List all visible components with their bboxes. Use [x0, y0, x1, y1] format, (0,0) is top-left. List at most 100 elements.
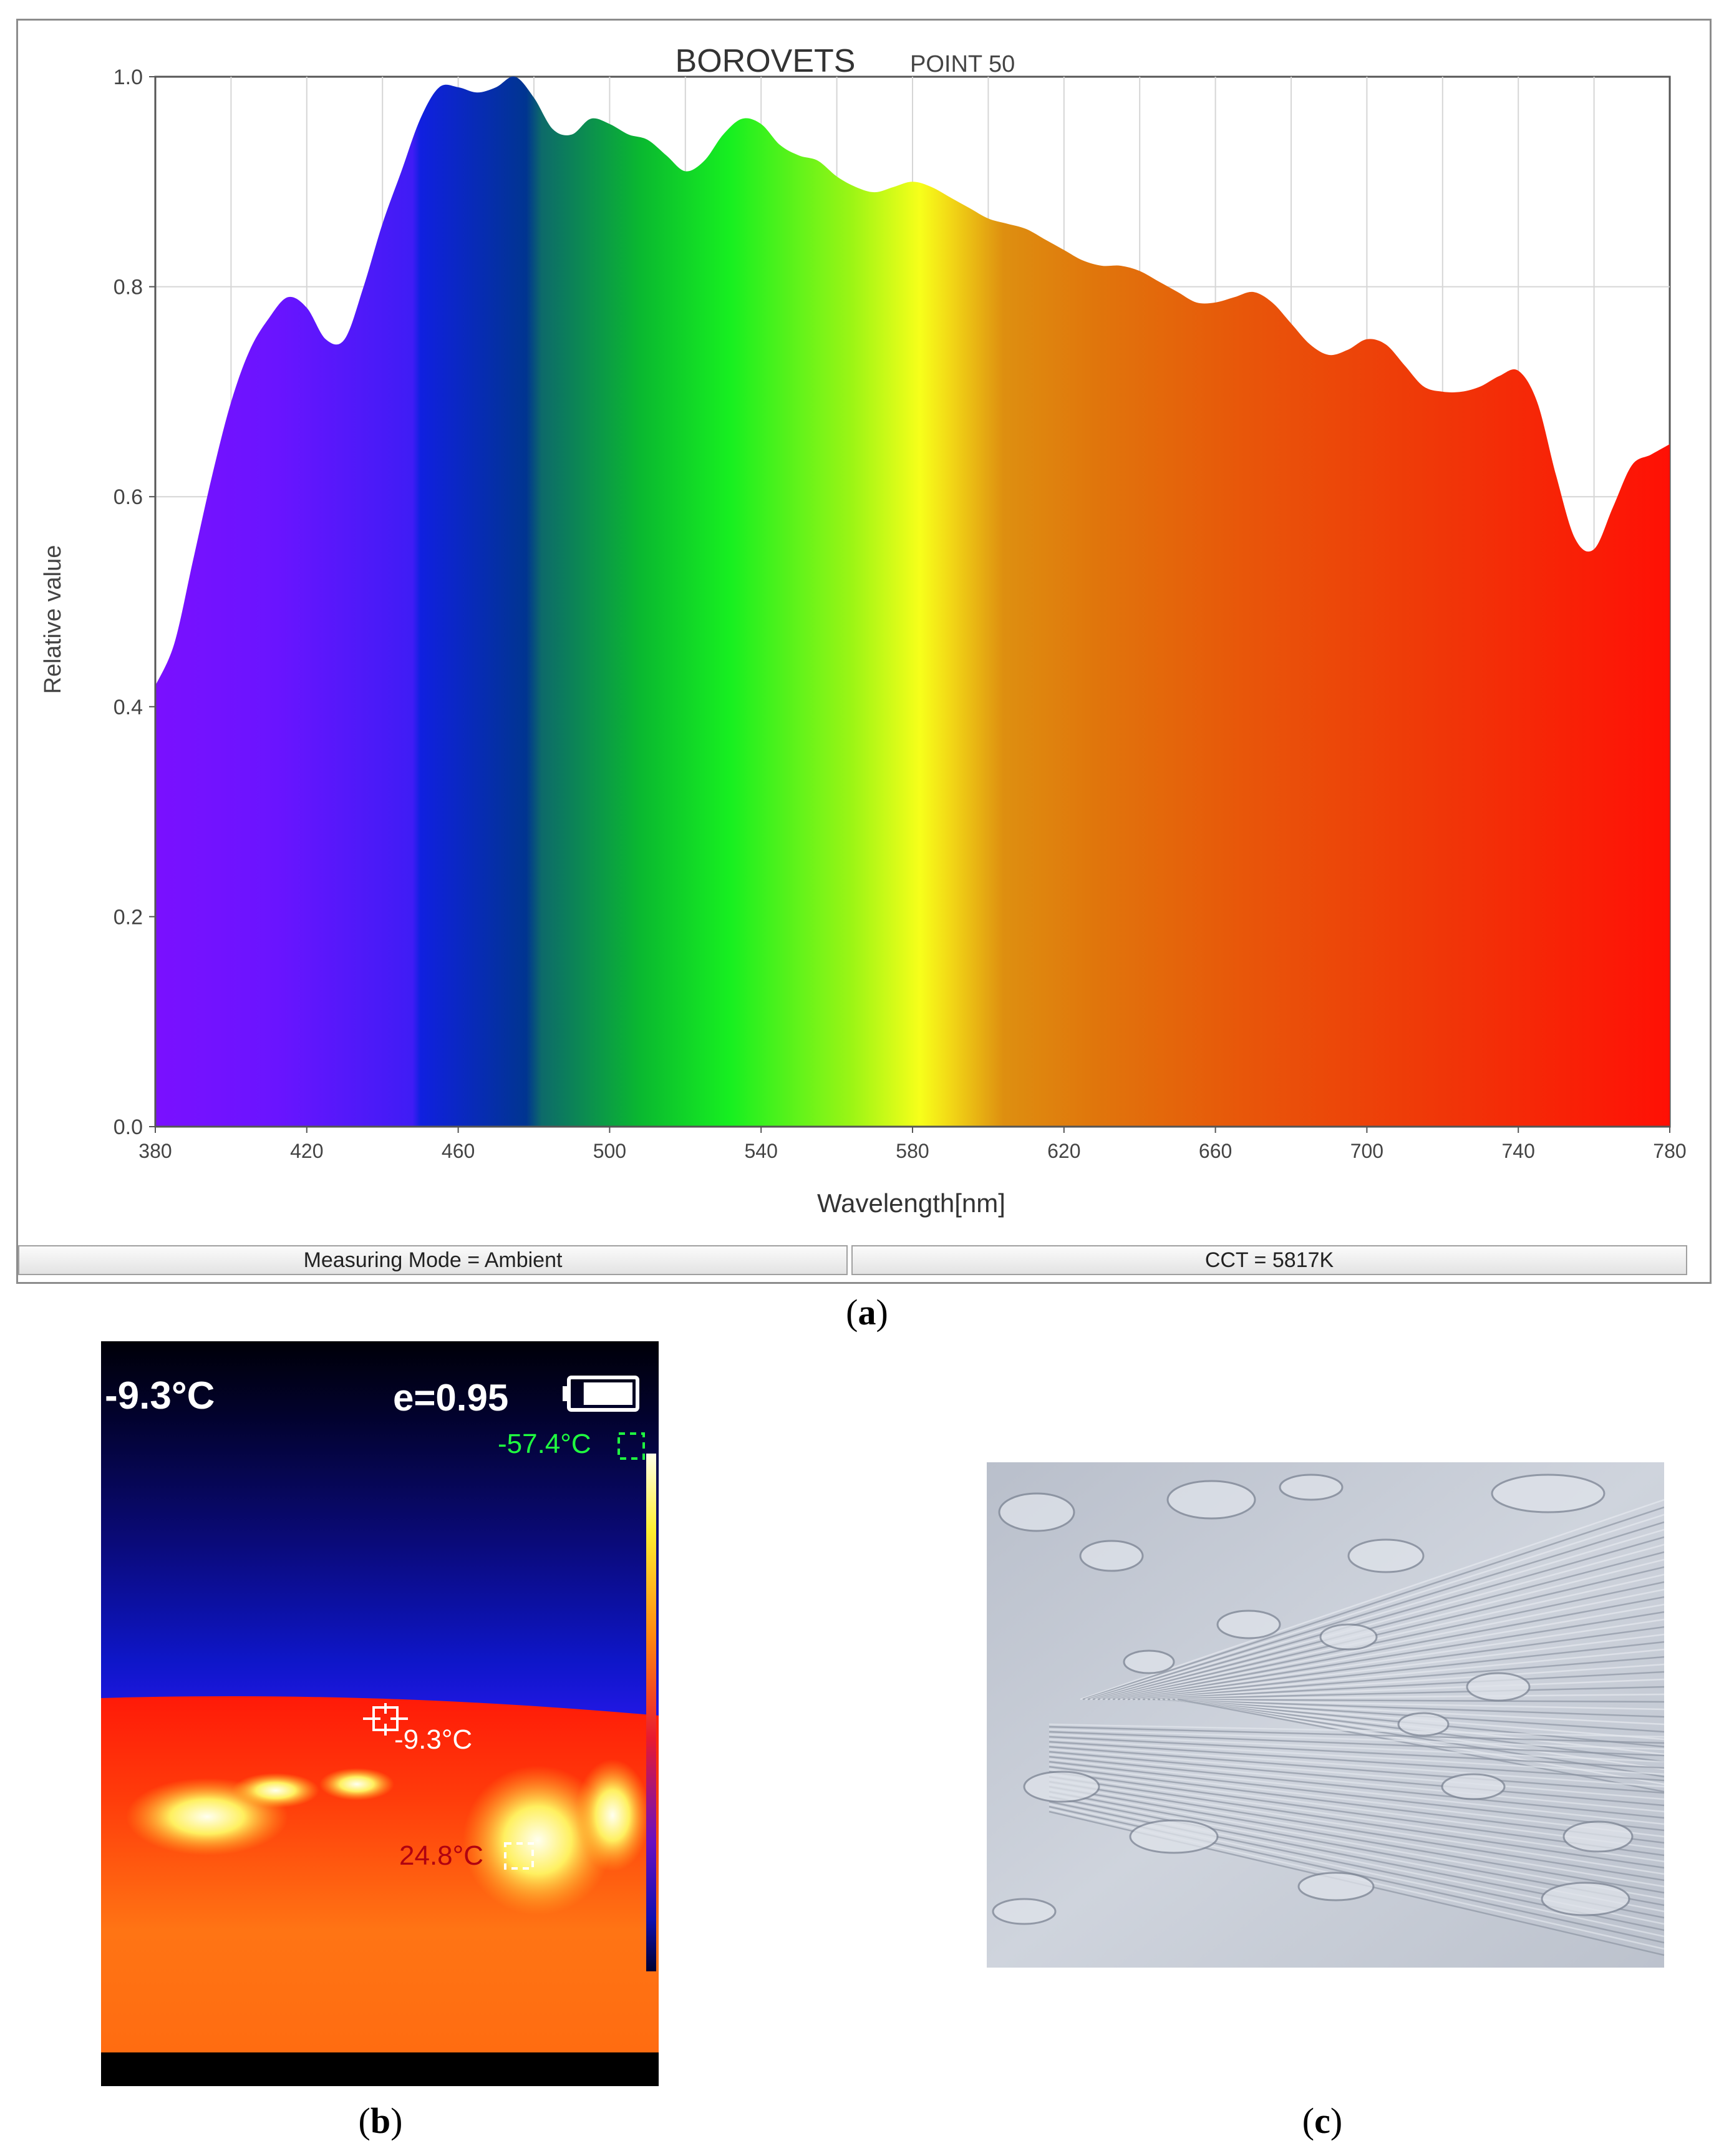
- spectrum-chart: 380 420 460 500 540 580 620 660 700 740 780 0.0 0.2 0…: [40, 43, 1687, 1218]
- ski-groove: [1049, 1775, 1664, 1869]
- ski-groove: [1102, 1566, 1664, 1701]
- hot-spot-edge: [575, 1759, 650, 1872]
- ski-groove: [1049, 1780, 1664, 1882]
- ski-groove: [1122, 1626, 1664, 1701]
- crosshair-icon: [363, 1703, 408, 1736]
- ski-groove: [1092, 1536, 1664, 1701]
- ski-groove: [1145, 1693, 1664, 1701]
- center-temp-readout: -9.3°C: [394, 1724, 473, 1755]
- ski-groove: [1085, 1513, 1664, 1701]
- snow-clump: [1297, 1872, 1375, 1901]
- snow-clump: [1347, 1538, 1425, 1573]
- x-tick-label: 780: [1653, 1140, 1686, 1162]
- chart-subtitle: POINT 50: [910, 51, 1015, 77]
- ski-groove: [1049, 1755, 1664, 1819]
- ski-groove: [1049, 1760, 1664, 1832]
- ski-groove: [1049, 1753, 1664, 1813]
- x-tick-label: 580: [896, 1140, 929, 1162]
- y-tick-label: 0.6: [114, 485, 143, 509]
- snow-clump: [1541, 1882, 1630, 1916]
- ski-groove: [1049, 1743, 1664, 1788]
- x-tick-label: 740: [1502, 1140, 1535, 1162]
- min-temp-readout: -57.4°C: [498, 1429, 591, 1459]
- x-tick-label: 380: [138, 1140, 172, 1162]
- ski-groove: [1049, 1748, 1664, 1800]
- ski-groove: [1049, 1763, 1664, 1838]
- ski-groove: [1110, 1588, 1664, 1701]
- caption-b: (b): [358, 2100, 403, 2141]
- ski-groove: [1095, 1543, 1664, 1701]
- ski-groove: [1049, 1733, 1664, 1763]
- emissivity-readout: e=0.95: [393, 1377, 509, 1419]
- ski-groove: [1049, 1736, 1664, 1769]
- snow-clump: [1279, 1474, 1344, 1501]
- x-axis-label: Wavelength[nm]: [817, 1188, 1005, 1218]
- ski-groove: [1125, 1633, 1664, 1701]
- ski-groove: [1049, 1738, 1664, 1775]
- snow-clump: [1123, 1649, 1175, 1674]
- ski-groove: [1140, 1678, 1664, 1701]
- spectrum-area-layer: [155, 76, 1670, 1127]
- caption-b-letter: b: [370, 2100, 391, 2141]
- ski-groove: [1137, 1671, 1664, 1701]
- ski-groove: [1049, 1728, 1664, 1751]
- snow-clump: [1216, 1610, 1281, 1639]
- status-cct: CCT = 5817K: [851, 1245, 1687, 1275]
- hot-spot-right: [463, 1765, 613, 1915]
- hot-spot-center: [319, 1768, 394, 1800]
- bottom-bar: [101, 2052, 659, 2086]
- snow-clump: [1562, 1820, 1634, 1853]
- ski-groove: [1049, 1741, 1664, 1782]
- y-tick-label: 0.8: [114, 276, 143, 299]
- battery-tip: [563, 1386, 569, 1401]
- ski-groove: [1115, 1603, 1664, 1701]
- ski-groove: [1120, 1618, 1664, 1701]
- snow-clump: [1166, 1480, 1256, 1520]
- caption-c-letter: c: [1314, 2100, 1330, 2141]
- snow-clump: [1129, 1819, 1219, 1854]
- snow-clump: [998, 1492, 1075, 1532]
- spectrum-area: [155, 76, 1670, 1127]
- x-tick-label: 700: [1350, 1140, 1383, 1162]
- ski-groove: [1049, 1765, 1664, 1844]
- y-tick-label: 0.4: [114, 696, 143, 719]
- snow-texture: [987, 1462, 1664, 1968]
- snow-clump: [1079, 1540, 1144, 1572]
- snow-clumps: [992, 1474, 1634, 1925]
- x-tick-label: 620: [1047, 1140, 1080, 1162]
- y-tick-label: 0.2: [114, 905, 143, 929]
- ski-groove: [1150, 1698, 1664, 1711]
- ski-groove: [1142, 1686, 1664, 1701]
- snow-clump: [992, 1898, 1057, 1925]
- ski-groove: [1049, 1723, 1664, 1738]
- ski-groove: [1049, 1758, 1664, 1825]
- thermal-image: -9.3°C e=0.95 -57.4°C -9.3°C 24.8°C: [101, 1341, 659, 2086]
- status-measuring-mode-text: Measuring Mode = Ambient: [303, 1248, 563, 1272]
- snow-surface-photo: [987, 1462, 1664, 1968]
- ski-groove: [1155, 1698, 1664, 1726]
- x-tick-label: 500: [593, 1140, 626, 1162]
- ski-groove: [1049, 1783, 1664, 1888]
- ski-groove: [1105, 1573, 1664, 1701]
- caption-c: (c): [1302, 2100, 1343, 2141]
- ski-groove: [1127, 1641, 1664, 1701]
- x-tick-label: 660: [1199, 1140, 1232, 1162]
- snow-clump: [1397, 1712, 1450, 1737]
- ski-groove: [1135, 1663, 1664, 1701]
- ski-groove: [1049, 1751, 1664, 1807]
- spectrometer-window: 380 420 460 500 540 580 620 660 700 740 780 0.0 0.2 0…: [16, 19, 1712, 1284]
- ski-groove: [1082, 1506, 1664, 1701]
- min-temp-marker-icon: [618, 1432, 645, 1460]
- ski-groove: [1152, 1698, 1664, 1718]
- y-tick-label: 0.0: [114, 1115, 143, 1139]
- thermal-scene: [101, 1341, 659, 2086]
- status-measuring-mode: Measuring Mode = Ambient: [18, 1245, 848, 1275]
- ski-groove: [1132, 1656, 1664, 1701]
- axis-layer: 380 420 460 500 540 580 620 660 700 740 780 0.0 0.2 0…: [114, 66, 1687, 1162]
- ski-groove: [1090, 1528, 1664, 1701]
- ski-groove: [1087, 1521, 1664, 1701]
- x-tick-label: 540: [745, 1140, 778, 1162]
- caption-a: (a): [846, 1292, 888, 1333]
- ski-groove: [1049, 1726, 1664, 1744]
- ski-groove: [1112, 1596, 1664, 1701]
